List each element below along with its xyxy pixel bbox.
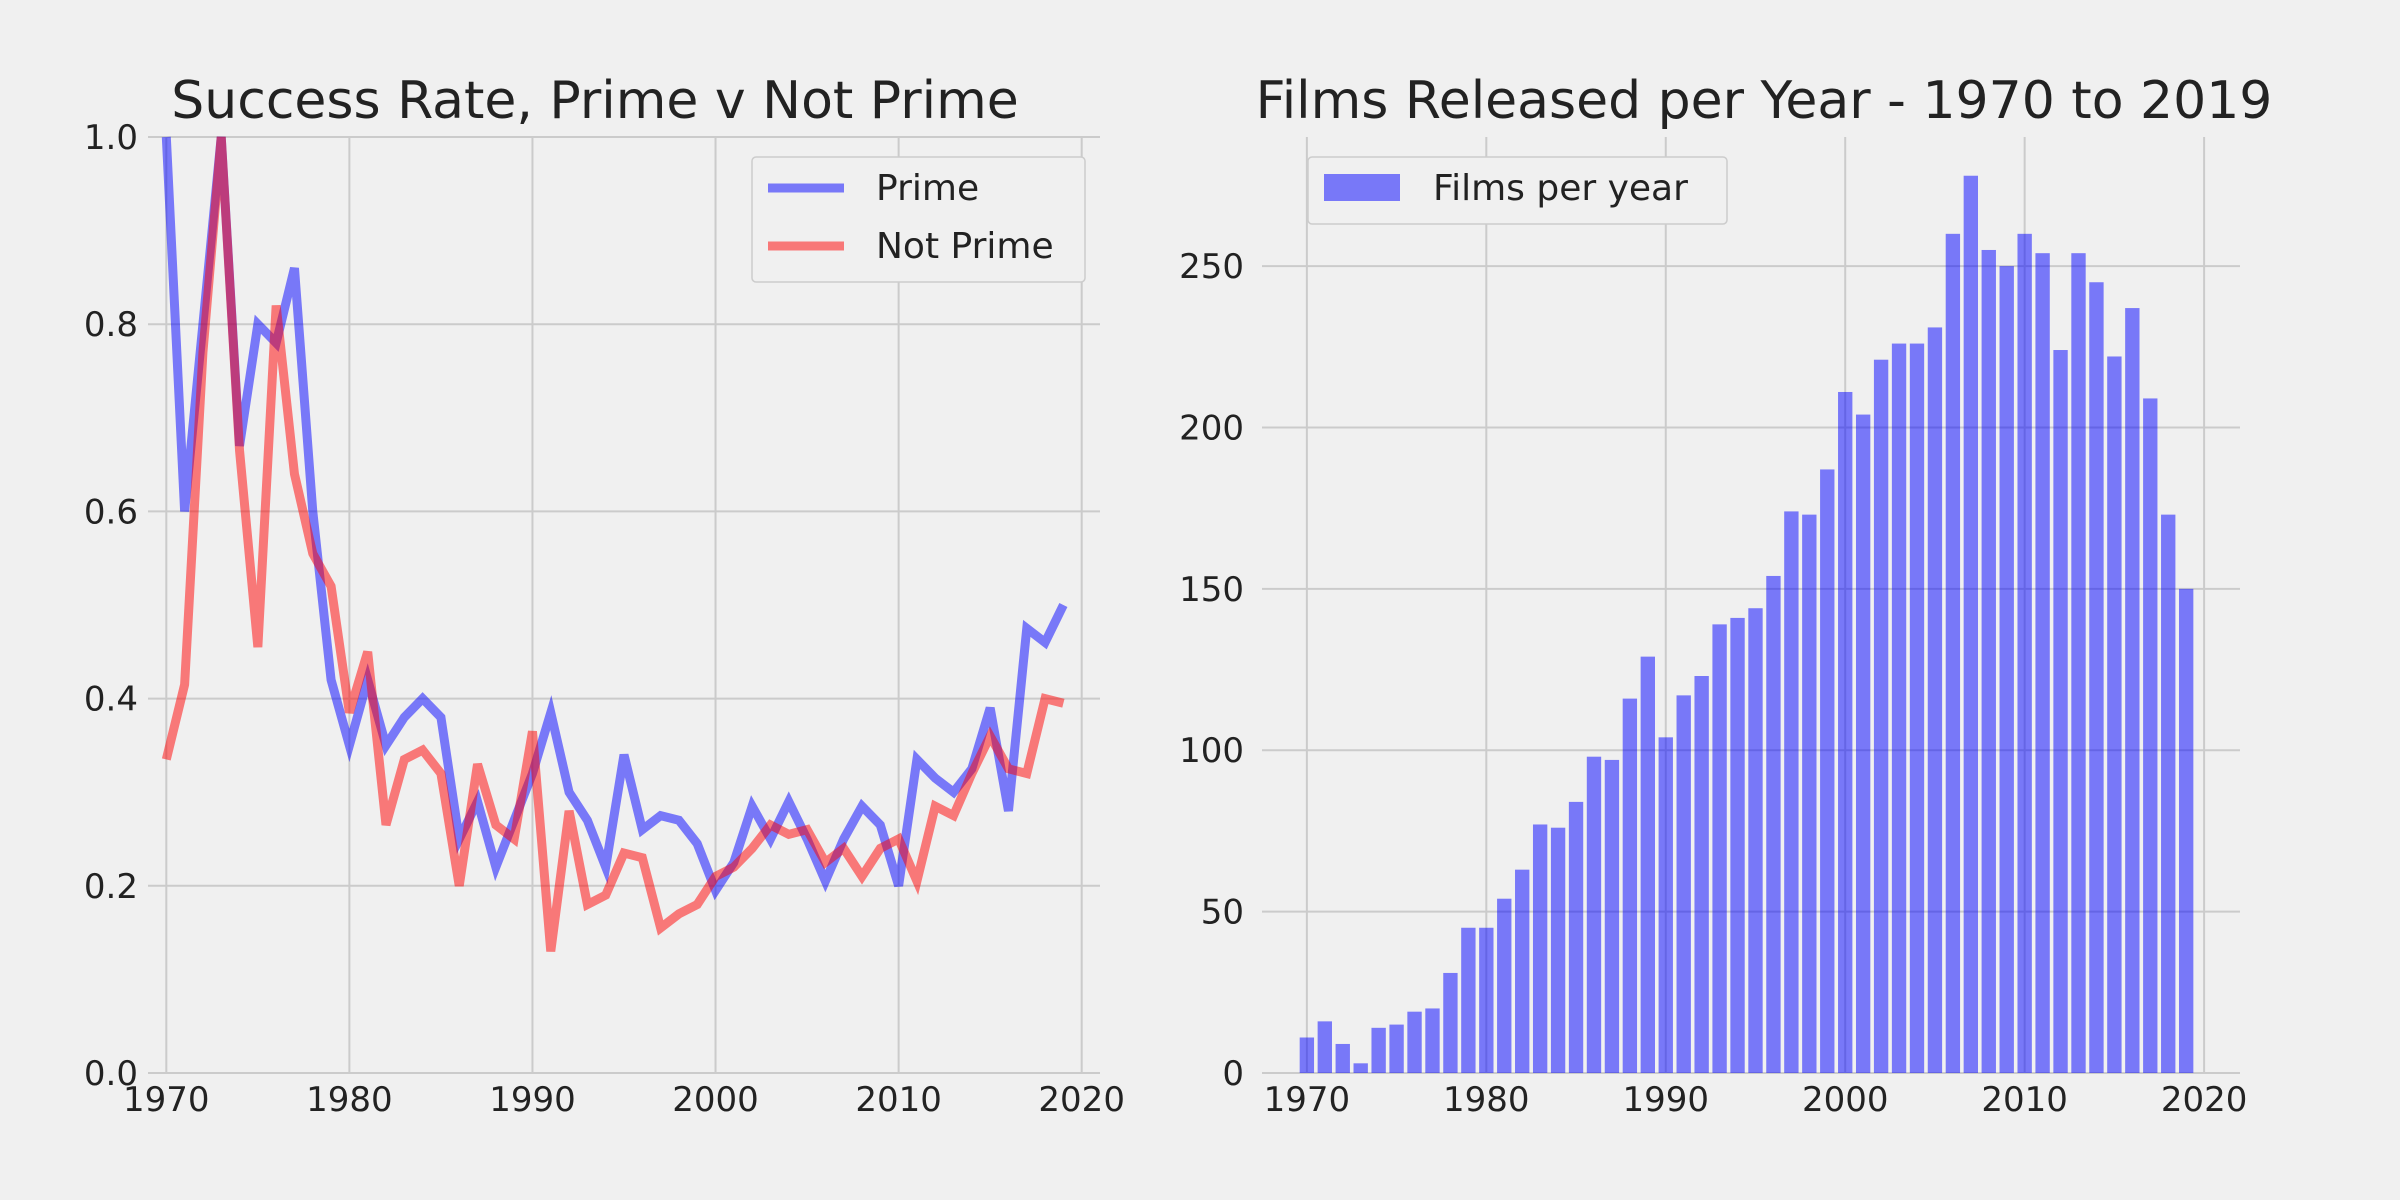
x-tick-label: 1980 xyxy=(1443,1080,1530,1120)
bar-2017 xyxy=(2143,398,2158,1074)
films-per-year-chart: Films Released per Year - 1970 to 2019 1… xyxy=(1179,71,2272,1120)
bar-1985 xyxy=(1568,801,1584,1073)
bar-2000 xyxy=(1838,391,1853,1073)
bar-2015 xyxy=(2107,356,2122,1074)
bar-1972 xyxy=(1335,1043,1350,1073)
x-tick-label: 2000 xyxy=(672,1080,759,1120)
x-tick-label: 1970 xyxy=(123,1080,210,1120)
bar-1998 xyxy=(1802,514,1817,1073)
legend-label-not-prime: Not Prime xyxy=(876,226,1054,267)
bar-2008 xyxy=(1981,249,1996,1073)
bar-1981 xyxy=(1497,898,1512,1073)
y-tick-label: 0.6 xyxy=(84,492,138,532)
success-rate-x-ticks: 1970 1980 1990 2000 2010 2020 xyxy=(123,1080,1125,1120)
bar-2003 xyxy=(1891,343,1907,1073)
bar-2016 xyxy=(2125,308,2140,1073)
y-tick-label: 0 xyxy=(1222,1054,1244,1094)
x-tick-label: 2000 xyxy=(1802,1080,1889,1120)
bar-1973 xyxy=(1353,1063,1368,1073)
bar-2002 xyxy=(1873,359,1889,1073)
bar-1992 xyxy=(1694,676,1709,1073)
bar-2013 xyxy=(2071,253,2086,1073)
films-per-year-y-ticks: 0 50 100 150 200 250 xyxy=(1179,247,1244,1094)
x-tick-label: 2010 xyxy=(855,1080,942,1120)
legend-swatch-films-per-year xyxy=(1324,174,1400,201)
x-tick-label: 2020 xyxy=(2161,1080,2248,1120)
bar-1991 xyxy=(1676,695,1691,1073)
y-tick-label: 200 xyxy=(1179,408,1244,448)
success-rate-chart-title: Success Rate, Prime v Not Prime xyxy=(171,71,1018,131)
bar-2014 xyxy=(2089,282,2104,1073)
success-rate-legend: Prime Not Prime xyxy=(751,156,1086,283)
bar-1993 xyxy=(1712,624,1727,1073)
x-tick-label: 1990 xyxy=(1622,1080,1709,1120)
bar-2004 xyxy=(1909,343,1925,1073)
bar-1979 xyxy=(1461,927,1476,1073)
bar-2006 xyxy=(1945,233,1961,1074)
bar-2007 xyxy=(1963,175,1979,1074)
bar-1996 xyxy=(1766,575,1781,1073)
y-tick-label: 0.2 xyxy=(84,867,138,907)
legend-label-prime: Prime xyxy=(876,168,979,209)
bar-2011 xyxy=(2035,253,2050,1073)
success-rate-chart: Success Rate, Prime v Not Prime 1970 1980… xyxy=(84,71,1125,1120)
x-tick-label: 1980 xyxy=(306,1080,393,1120)
x-tick-label: 1990 xyxy=(489,1080,576,1120)
bar-2010 xyxy=(2017,233,2032,1074)
films-per-year-legend-box xyxy=(1307,156,1728,225)
films-per-year-bars xyxy=(1299,175,2194,1074)
bar-2018 xyxy=(2161,514,2176,1073)
y-tick-label: 0.0 xyxy=(84,1054,138,1094)
y-tick-label: 0.8 xyxy=(84,305,138,345)
bar-1987 xyxy=(1604,759,1620,1073)
y-tick-label: 50 xyxy=(1201,893,1244,933)
bar-1976 xyxy=(1407,1011,1422,1073)
y-tick-label: 150 xyxy=(1179,570,1244,610)
bar-1980 xyxy=(1479,927,1494,1073)
bar-1994 xyxy=(1730,617,1745,1073)
bar-1971 xyxy=(1317,1021,1332,1073)
bar-1990 xyxy=(1658,737,1673,1073)
not-prime-series-line xyxy=(161,136,1065,952)
success-rate-grid xyxy=(148,136,1100,1074)
bar-1989 xyxy=(1640,656,1655,1073)
x-tick-label: 2010 xyxy=(1981,1080,2068,1120)
bar-2009 xyxy=(1999,266,2014,1073)
bar-1970 xyxy=(1299,1037,1315,1073)
bar-2001 xyxy=(1855,414,1871,1074)
films-per-year-x-ticks: 1970 1980 1990 2000 2010 2020 xyxy=(1264,1080,2248,1120)
y-tick-label: 250 xyxy=(1179,247,1244,287)
bar-1974 xyxy=(1371,1027,1386,1073)
bar-1995 xyxy=(1748,608,1763,1073)
bar-1984 xyxy=(1550,827,1566,1073)
prime-series-line xyxy=(161,136,1068,901)
success-rate-series xyxy=(161,136,1068,952)
bar-2012 xyxy=(2053,350,2068,1073)
bar-1982 xyxy=(1515,869,1530,1073)
x-tick-label: 2020 xyxy=(1038,1080,1125,1120)
legend-label-films-per-year: Films per year xyxy=(1433,168,1688,209)
bar-1988 xyxy=(1622,698,1638,1073)
films-per-year-legend: Films per year xyxy=(1307,156,1728,225)
bar-2019 xyxy=(2178,588,2194,1073)
bar-1997 xyxy=(1784,511,1799,1073)
bar-1978 xyxy=(1443,972,1458,1073)
y-tick-label: 100 xyxy=(1179,731,1244,771)
bar-1986 xyxy=(1586,756,1602,1073)
bar-2005 xyxy=(1927,327,1943,1073)
success-rate-y-ticks: 0.0 0.2 0.4 0.6 0.8 1.0 xyxy=(84,118,138,1094)
y-tick-label: 1.0 xyxy=(84,118,138,158)
bar-1977 xyxy=(1425,1008,1440,1073)
y-tick-label: 0.4 xyxy=(84,680,138,720)
bar-1983 xyxy=(1532,824,1548,1073)
films-per-year-chart-title: Films Released per Year - 1970 to 2019 xyxy=(1256,71,2273,131)
bar-1975 xyxy=(1389,1024,1404,1073)
bar-1999 xyxy=(1820,469,1835,1073)
x-tick-label: 1970 xyxy=(1264,1080,1351,1120)
